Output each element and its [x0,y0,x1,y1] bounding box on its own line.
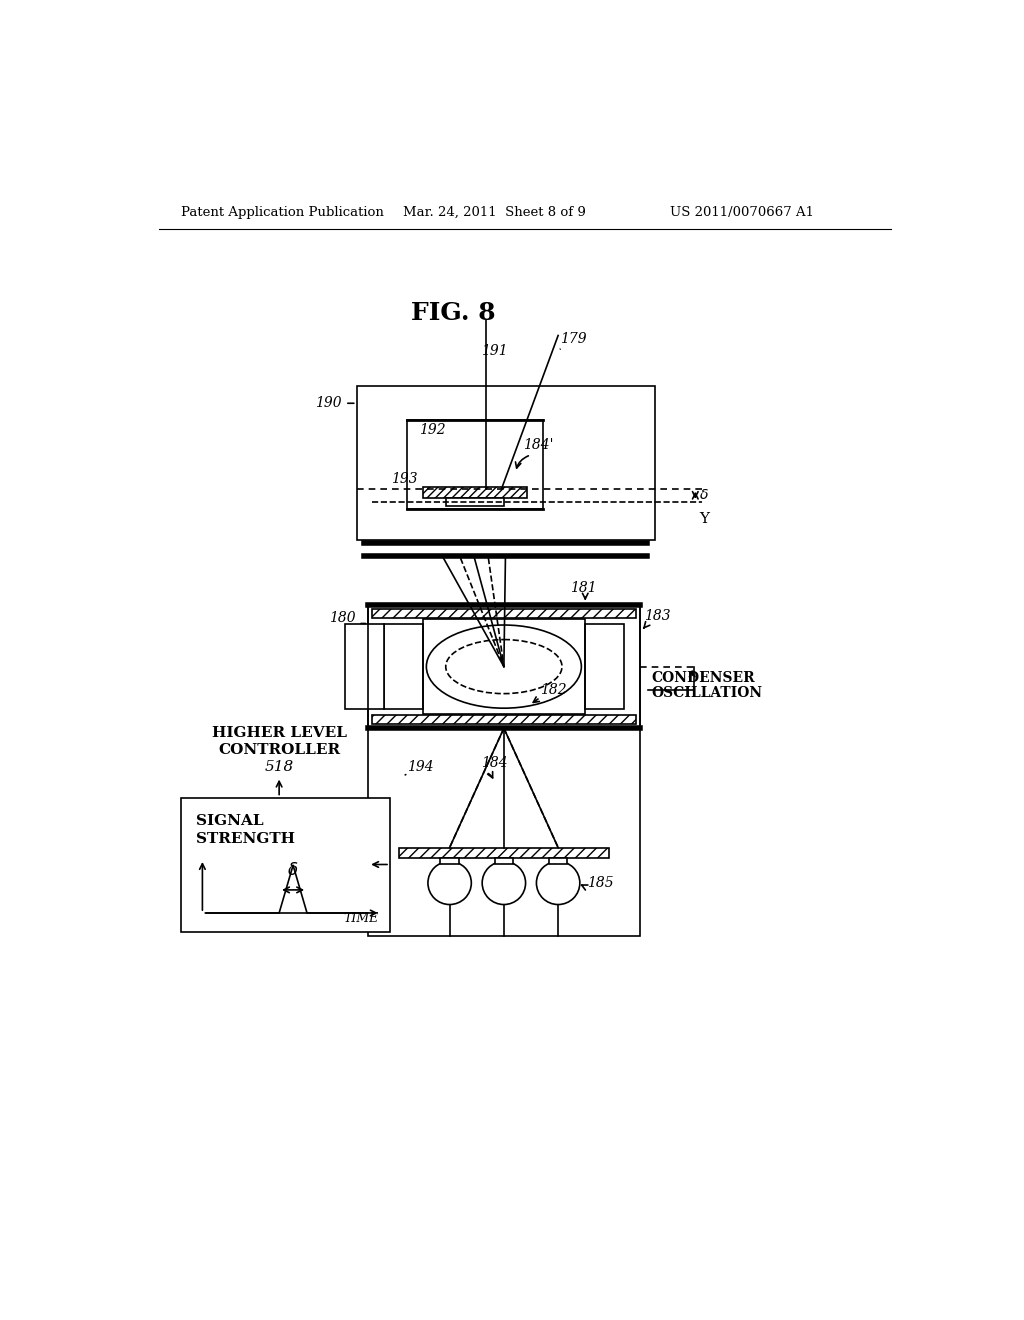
Text: SIGNAL: SIGNAL [197,814,264,829]
Text: TIME: TIME [343,912,378,925]
Text: HIGHER LEVEL: HIGHER LEVEL [212,726,347,739]
Text: Y: Y [699,512,710,525]
Bar [369,605,640,729]
Bar [384,624,423,709]
Text: STRENGTH: STRENGTH [197,832,295,846]
Text: 183: 183 [644,610,671,623]
Text: 182: 182 [541,682,567,697]
Text: 191: 191 [480,343,507,358]
Bar [372,715,636,725]
Text: 192: 192 [419,422,445,437]
Text: CONDENSER: CONDENSER [651,671,755,685]
Text: OSCILLATION: OSCILLATION [651,686,762,701]
Bar [407,420,543,508]
Text: 184: 184 [480,755,507,770]
Text: US 2011/0070667 A1: US 2011/0070667 A1 [671,206,814,219]
Bar [423,619,586,714]
Bar [445,498,504,506]
Bar [586,624,624,709]
Bar [356,385,655,540]
Text: 194: 194 [407,759,433,774]
Text: 184': 184' [523,438,554,453]
Text: CONTROLLER: CONTROLLER [218,743,340,756]
Text: 180: 180 [330,611,356,624]
Text: 179: 179 [560,333,587,346]
Text: $\delta$: $\delta$ [699,487,709,502]
Bar [372,609,636,618]
Text: 518: 518 [264,759,294,774]
Bar [180,797,390,932]
Text: 181: 181 [569,581,596,595]
Bar [549,858,567,865]
Bar [440,858,459,865]
Bar [423,487,527,498]
Text: 190: 190 [315,396,342,411]
Text: FIG. 8: FIG. 8 [412,301,496,325]
Text: 193: 193 [391,471,418,486]
Bar [345,624,384,709]
Bar [369,605,640,936]
Bar [399,847,608,858]
Text: Mar. 24, 2011  Sheet 8 of 9: Mar. 24, 2011 Sheet 8 of 9 [403,206,586,219]
Bar [495,858,513,865]
Text: $\delta$: $\delta$ [288,862,299,879]
Text: Patent Application Publication: Patent Application Publication [180,206,384,219]
Text: 185: 185 [587,876,613,890]
